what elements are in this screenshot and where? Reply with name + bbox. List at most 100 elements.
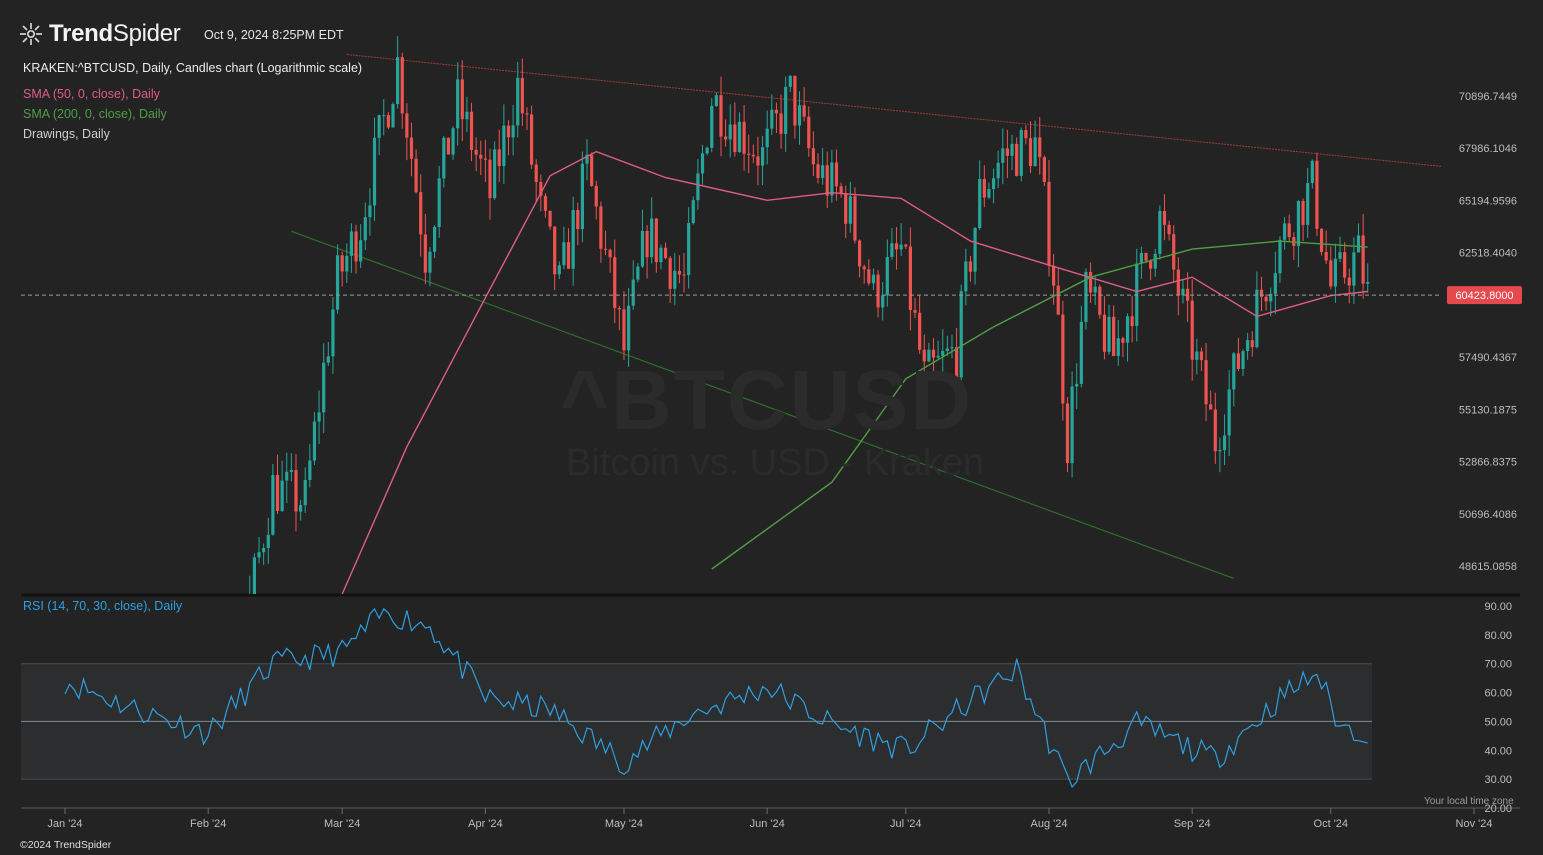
candle-body bbox=[931, 349, 936, 358]
candle-body bbox=[945, 348, 949, 351]
candle-body bbox=[483, 158, 487, 160]
candle-body bbox=[1061, 314, 1065, 404]
candle bbox=[659, 244, 663, 270]
local-timezone-label[interactable]: Your local time zone bbox=[1424, 796, 1514, 807]
candle bbox=[1121, 336, 1125, 358]
candle bbox=[853, 187, 857, 244]
candle-body bbox=[659, 247, 663, 263]
candle bbox=[1088, 262, 1093, 303]
time-tick-label: Jul '24 bbox=[890, 818, 921, 830]
time-tick-label: Jun '24 bbox=[750, 818, 785, 830]
candle-body bbox=[1246, 340, 1250, 352]
candle-body bbox=[603, 248, 608, 250]
candle-body bbox=[409, 137, 414, 159]
candle bbox=[1259, 276, 1264, 312]
candle-body bbox=[1024, 130, 1028, 139]
candle-body bbox=[631, 279, 635, 306]
candle bbox=[1227, 370, 1231, 457]
candle bbox=[1181, 279, 1185, 304]
price-tick-label: 52866.8375 bbox=[1459, 457, 1517, 469]
candle bbox=[1292, 232, 1296, 260]
candle bbox=[908, 227, 912, 331]
candle-body bbox=[724, 136, 728, 140]
candle bbox=[516, 62, 520, 138]
candle bbox=[807, 106, 811, 157]
candle bbox=[1366, 263, 1370, 293]
candle bbox=[419, 174, 423, 257]
legend-drawings[interactable]: Drawings, Daily bbox=[23, 127, 110, 141]
candle-body bbox=[400, 57, 404, 114]
candle-body bbox=[1167, 224, 1171, 235]
sma200-line bbox=[711, 240, 1368, 570]
candle bbox=[576, 202, 580, 246]
candle-body bbox=[1282, 223, 1287, 240]
candle bbox=[1250, 331, 1254, 357]
candle-body bbox=[1172, 234, 1176, 270]
candle-body bbox=[479, 154, 483, 159]
candle-body bbox=[460, 79, 464, 120]
candle bbox=[1024, 125, 1028, 145]
candle-body bbox=[1241, 351, 1245, 369]
legend-rsi[interactable]: RSI (14, 70, 30, close), Daily bbox=[23, 599, 183, 613]
candle-body bbox=[446, 137, 451, 155]
candle-body bbox=[331, 309, 335, 357]
candle bbox=[1264, 294, 1268, 311]
candle bbox=[405, 103, 409, 161]
candle-body bbox=[941, 350, 945, 356]
sma50-line bbox=[341, 150, 1368, 595]
candle bbox=[497, 129, 501, 182]
candle bbox=[802, 87, 806, 122]
candle-body bbox=[1015, 143, 1019, 176]
candle-body bbox=[1070, 386, 1074, 464]
candle bbox=[1033, 120, 1037, 167]
candle bbox=[359, 224, 363, 268]
candle bbox=[936, 340, 940, 359]
candle-body bbox=[793, 75, 797, 126]
candle bbox=[774, 102, 779, 133]
candle-body bbox=[516, 77, 520, 126]
candle-body bbox=[493, 149, 497, 199]
rsi-tick-label: 50.00 bbox=[1484, 716, 1512, 728]
candle-body bbox=[285, 471, 289, 481]
candle bbox=[797, 91, 802, 145]
candle bbox=[1185, 272, 1190, 322]
candle bbox=[331, 297, 335, 374]
legend-sma200[interactable]: SMA (200, 0, close), Daily bbox=[23, 107, 167, 121]
candle bbox=[299, 499, 303, 521]
candle-body bbox=[1315, 160, 1319, 229]
candle-body bbox=[1227, 389, 1231, 436]
candle-body bbox=[1176, 269, 1180, 296]
candle-body bbox=[687, 223, 691, 275]
candle bbox=[1246, 333, 1250, 360]
candle-body bbox=[1042, 157, 1046, 182]
candle bbox=[322, 343, 326, 434]
candle bbox=[904, 243, 908, 249]
candle bbox=[1222, 414, 1227, 466]
candle bbox=[673, 252, 677, 306]
candle-body bbox=[747, 153, 751, 155]
candle-body bbox=[871, 274, 876, 284]
candle bbox=[1269, 287, 1273, 317]
brand-bold: Trend bbox=[49, 20, 113, 47]
legend-sma50[interactable]: SMA (50, 0, close), Daily bbox=[23, 87, 160, 101]
candle-body bbox=[566, 242, 571, 269]
trendspider-logo[interactable]: TrendSpider bbox=[18, 20, 181, 48]
time-tick-label: Jan '24 bbox=[47, 818, 82, 830]
candle-body bbox=[271, 475, 275, 535]
candle-body bbox=[488, 159, 492, 199]
candle-body bbox=[1001, 148, 1005, 163]
candle-body bbox=[262, 548, 266, 553]
candle bbox=[303, 467, 307, 514]
lower-trendline bbox=[291, 230, 1234, 580]
candle-body bbox=[414, 158, 418, 193]
candle bbox=[432, 225, 437, 258]
candle bbox=[954, 327, 959, 393]
candle-body bbox=[1098, 286, 1102, 315]
candle bbox=[825, 151, 829, 208]
symbol-title[interactable]: KRAKEN:^BTCUSD, Daily, Candles chart (Lo… bbox=[23, 61, 363, 75]
candle bbox=[451, 126, 455, 160]
candle bbox=[368, 188, 372, 236]
candle bbox=[414, 149, 418, 194]
candle bbox=[1209, 390, 1213, 410]
